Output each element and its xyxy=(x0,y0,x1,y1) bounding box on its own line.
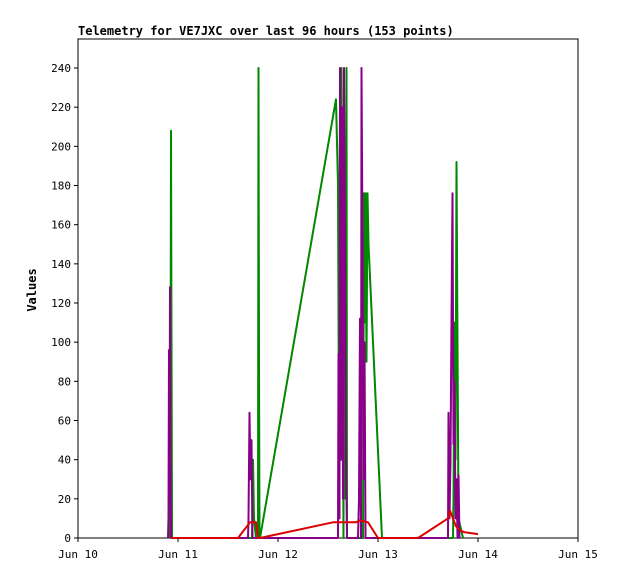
x-tick-label: Jun 11 xyxy=(158,548,198,561)
x-tick-label: Jun 12 xyxy=(258,548,298,561)
y-axis-label: Values xyxy=(25,268,39,311)
y-tick-label: 20 xyxy=(58,493,71,506)
x-tick-label: Jun 14 xyxy=(458,548,498,561)
y-tick-label: 180 xyxy=(51,180,71,193)
y-tick-label: 200 xyxy=(51,140,71,153)
y-tick-label: 120 xyxy=(51,297,71,310)
chart-title: Telemetry for VE7JXC over last 96 hours … xyxy=(78,24,454,38)
y-tick-label: 80 xyxy=(58,375,71,388)
y-tick-label: 0 xyxy=(64,532,71,545)
x-tick-label: Jun 13 xyxy=(358,548,398,561)
y-tick-label: 100 xyxy=(51,336,71,349)
series-line-2 xyxy=(167,67,461,539)
series-line-1 xyxy=(169,67,464,539)
x-tick-label: Jun 10 xyxy=(58,548,98,561)
plot-area-frame xyxy=(77,38,579,539)
y-tick-label: 140 xyxy=(51,258,71,271)
series-layer xyxy=(167,67,479,539)
y-tick-label: 60 xyxy=(58,415,71,428)
x-axis-ticks: Jun 10 Jun 11 Jun 12 Jun 13 Jun 14 Jun 15 xyxy=(58,538,598,561)
y-tick-label: 40 xyxy=(58,454,71,467)
y-axis-ticks: 0 20 40 60 80 100 120 140 160 180 200 220 240 xyxy=(51,62,78,545)
x-tick-label: Jun 15 xyxy=(558,548,598,561)
y-tick-label: 160 xyxy=(51,219,71,232)
series-line-3 xyxy=(171,509,479,539)
y-tick-label: 220 xyxy=(51,101,71,114)
y-tick-label: 240 xyxy=(51,62,71,75)
